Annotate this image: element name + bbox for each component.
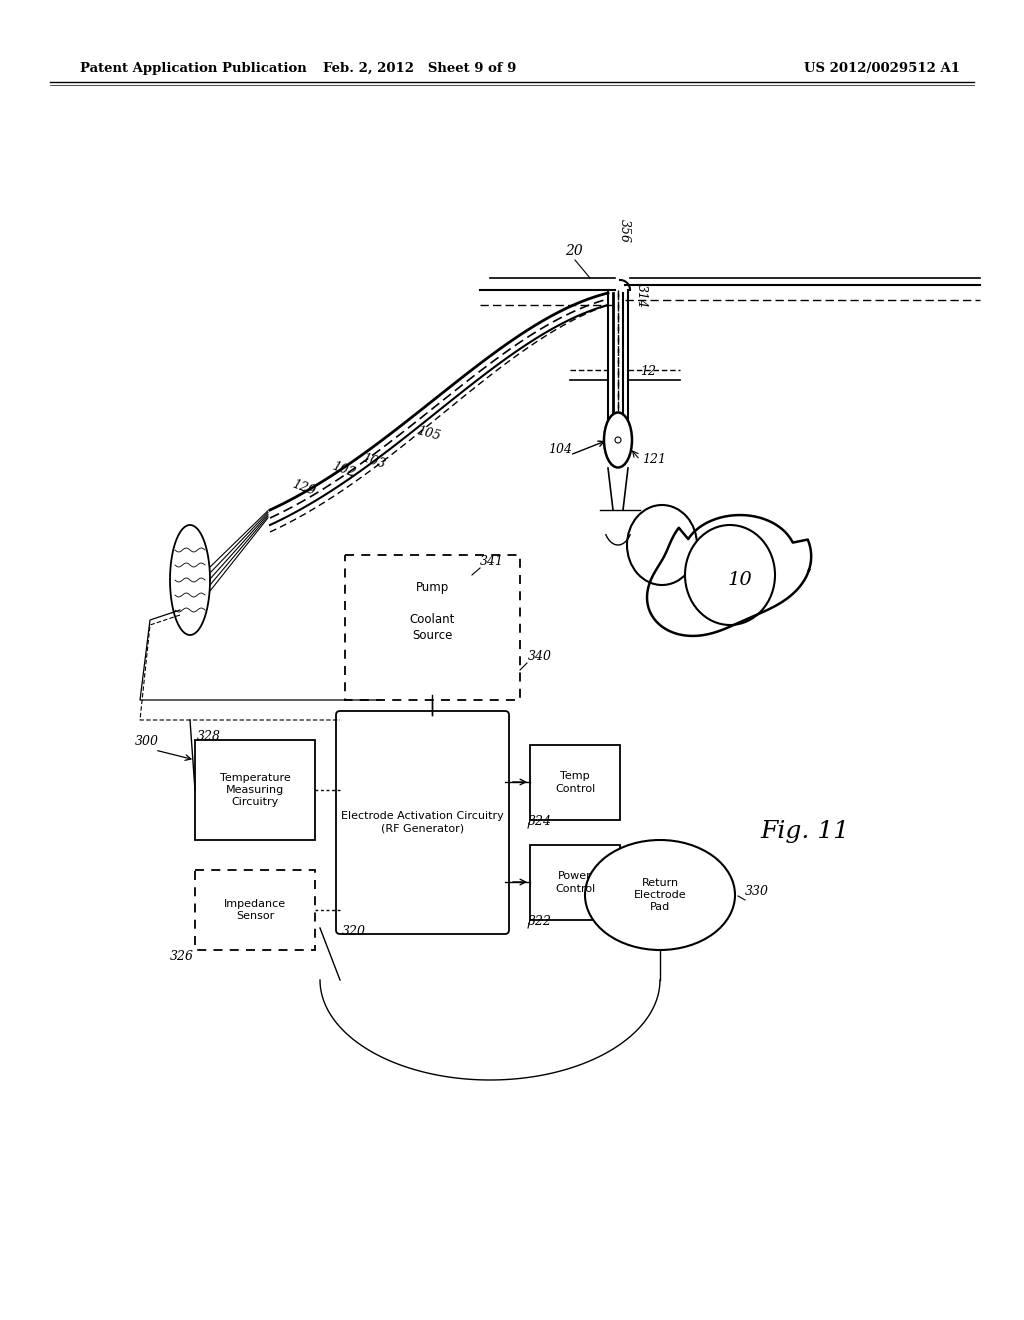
- Text: Electrode Activation Circuitry
(RF Generator): Electrode Activation Circuitry (RF Gener…: [341, 812, 504, 834]
- Text: 324: 324: [528, 814, 552, 828]
- Text: 328: 328: [197, 730, 221, 743]
- Text: 356: 356: [618, 219, 631, 243]
- Text: 300: 300: [135, 735, 159, 748]
- Text: Feb. 2, 2012   Sheet 9 of 9: Feb. 2, 2012 Sheet 9 of 9: [324, 62, 517, 75]
- Ellipse shape: [615, 437, 621, 444]
- Text: Patent Application Publication: Patent Application Publication: [80, 62, 307, 75]
- Text: Fig. 11: Fig. 11: [760, 820, 849, 843]
- Text: 103: 103: [360, 451, 387, 471]
- Text: 20: 20: [565, 244, 583, 257]
- Text: US 2012/0029512 A1: US 2012/0029512 A1: [804, 62, 961, 75]
- Text: Impedance
Sensor: Impedance Sensor: [224, 899, 286, 921]
- Text: Temp
Control: Temp Control: [555, 771, 595, 793]
- Text: Return
Electrode
Pad: Return Electrode Pad: [634, 878, 686, 912]
- Text: Pump: Pump: [416, 581, 450, 594]
- Text: Temperature
Measuring
Circuitry: Temperature Measuring Circuitry: [219, 772, 291, 808]
- FancyBboxPatch shape: [530, 744, 620, 820]
- Ellipse shape: [685, 525, 775, 624]
- Ellipse shape: [585, 840, 735, 950]
- Text: 340: 340: [528, 649, 552, 663]
- Text: 341: 341: [480, 554, 504, 568]
- Text: 320: 320: [342, 925, 366, 939]
- Text: 330: 330: [745, 884, 769, 898]
- Ellipse shape: [627, 506, 697, 585]
- Text: 129: 129: [290, 478, 317, 498]
- FancyBboxPatch shape: [336, 711, 509, 935]
- Text: 12: 12: [640, 366, 656, 378]
- Text: 326: 326: [170, 950, 194, 964]
- Text: 105: 105: [415, 424, 441, 444]
- FancyBboxPatch shape: [195, 741, 315, 840]
- FancyBboxPatch shape: [530, 845, 620, 920]
- FancyBboxPatch shape: [390, 560, 475, 615]
- Text: 104: 104: [548, 444, 572, 455]
- Text: 322: 322: [528, 915, 552, 928]
- Text: 10: 10: [728, 572, 753, 589]
- FancyBboxPatch shape: [195, 870, 315, 950]
- FancyBboxPatch shape: [345, 554, 520, 700]
- Text: 121: 121: [642, 453, 666, 466]
- Text: Power
Control: Power Control: [555, 871, 595, 894]
- Text: Coolant
Source: Coolant Source: [410, 612, 456, 642]
- Text: 102: 102: [330, 459, 357, 480]
- Text: 314: 314: [635, 284, 648, 308]
- Ellipse shape: [604, 412, 632, 467]
